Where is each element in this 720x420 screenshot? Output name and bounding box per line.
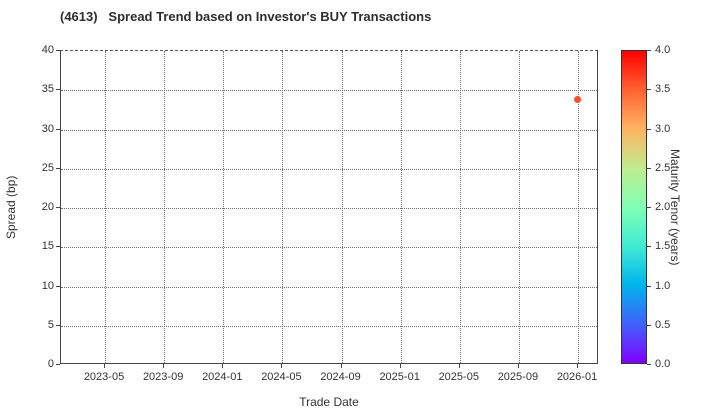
x-tick-label: 2024-09	[320, 371, 361, 383]
h-gridline	[61, 90, 597, 92]
x-tick-label: 2023-09	[142, 371, 184, 383]
x-tick-mark	[399, 364, 401, 368]
x-tick-mark	[222, 364, 224, 368]
colorbar-tick-label: 2.0	[655, 201, 671, 213]
y-tick-mark	[56, 89, 60, 91]
data-point	[573, 95, 581, 103]
y-tick-mark	[56, 246, 60, 248]
colorbar-tick-mark	[647, 207, 651, 208]
x-tick-label: 2026-01	[556, 371, 598, 383]
colorbar-tick-mark	[647, 285, 651, 287]
colorbar-tick-mark	[647, 50, 651, 51]
x-tick-mark	[281, 364, 283, 368]
y-tick-mark	[56, 167, 60, 169]
y-tick-label: 15	[41, 240, 54, 253]
v-gridline	[282, 51, 284, 363]
v-gridline	[105, 51, 106, 363]
v-gridline	[578, 51, 579, 363]
v-gridline	[164, 51, 166, 363]
y-tick-label: 25	[41, 161, 54, 174]
y-axis-label: Spread (bp)	[4, 175, 18, 239]
x-tick-mark	[163, 364, 165, 368]
y-tick-mark	[56, 207, 60, 208]
x-tick-label: 2024-01	[202, 371, 243, 383]
colorbar-tick-label: 1.5	[655, 240, 671, 253]
x-tick-mark	[577, 364, 578, 368]
y-tick-label: 30	[41, 122, 54, 135]
y-tick-label: 0	[47, 358, 54, 370]
colorbar-tick-label: 3.0	[655, 122, 671, 135]
v-gridline	[223, 51, 225, 363]
x-tick-mark	[517, 364, 519, 368]
colorbar-tick-mark	[647, 364, 651, 365]
chart-title: (4613) Spread Trend based on Investor's …	[60, 9, 432, 24]
y-tick-mark	[56, 128, 60, 130]
x-tick-label: 2025-09	[497, 371, 539, 383]
colorbar-tick-label: 3.5	[655, 83, 671, 96]
h-gridline	[61, 208, 597, 209]
colorbar-tick-label: 0.5	[655, 318, 671, 331]
y-tick-label: 20	[41, 201, 54, 213]
colorbar-label: Maturity Tenor (years)	[668, 148, 682, 266]
colorbar-tick-label: 0.0	[655, 358, 671, 370]
x-tick-mark	[458, 364, 460, 368]
y-tick-label: 35	[41, 83, 54, 96]
colorbar-tick-label: 4.0	[655, 44, 671, 56]
colorbar-tick-label: 1.0	[655, 279, 671, 292]
h-gridline	[61, 129, 597, 131]
h-gridline	[61, 325, 597, 327]
x-axis-label: Trade Date	[299, 395, 359, 409]
h-gridline	[61, 247, 597, 249]
x-tick-mark	[340, 364, 342, 368]
colorbar	[621, 50, 647, 364]
colorbar-tick-mark	[647, 167, 651, 169]
y-tick-mark	[56, 285, 60, 287]
v-gridline	[400, 51, 402, 363]
colorbar-tick-label: 2.5	[655, 161, 671, 174]
v-gridline	[341, 51, 343, 363]
colorbar-tick-mark	[647, 324, 651, 326]
y-tick-label: 40	[41, 44, 54, 56]
x-tick-label: 2024-05	[261, 371, 302, 383]
x-tick-label: 2025-01	[379, 371, 420, 383]
x-tick-label: 2025-05	[438, 371, 479, 383]
x-tick-mark	[104, 364, 105, 368]
colorbar-tick-mark	[647, 128, 651, 130]
v-gridline	[518, 51, 520, 363]
y-tick-mark	[56, 50, 60, 51]
y-tick-label: 5	[47, 318, 54, 331]
h-gridline	[61, 286, 597, 288]
colorbar-tick-mark	[647, 89, 651, 91]
v-gridline	[459, 51, 461, 363]
h-gridline	[61, 168, 597, 170]
colorbar-tick-mark	[647, 246, 651, 248]
x-tick-label: 2023-05	[83, 371, 125, 383]
y-tick-label: 10	[41, 279, 54, 292]
plot-area	[60, 50, 598, 364]
y-tick-mark	[56, 324, 60, 326]
y-tick-mark	[56, 364, 60, 365]
